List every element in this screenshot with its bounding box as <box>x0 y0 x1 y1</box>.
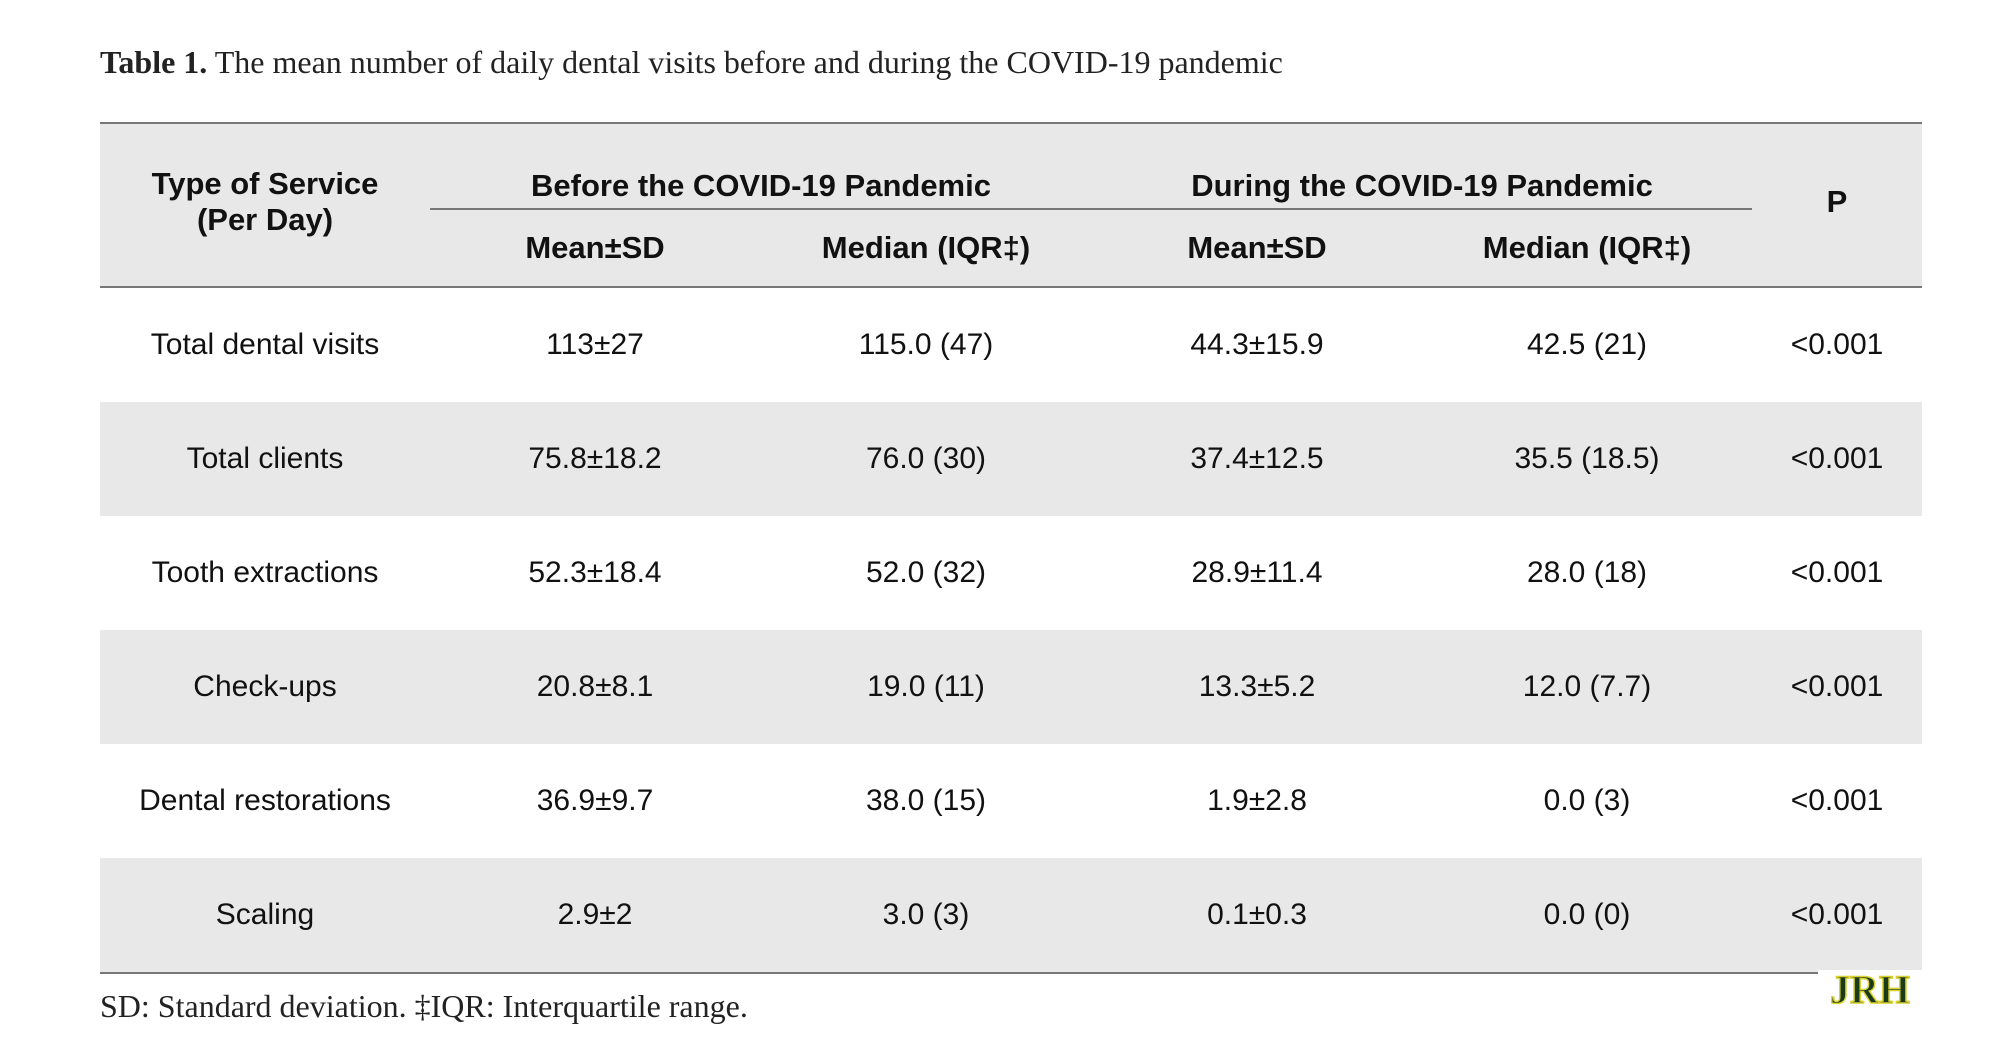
column-header-p: P <box>1752 123 1923 288</box>
table-header-row-groups: Type of Service (Per Day) Before the COV… <box>100 123 1923 288</box>
column-group-before-label: Before the COVID-19 Pandemic <box>531 168 991 203</box>
cell-median-before: 52.0 (32) <box>865 556 987 589</box>
cell-median-during: 35.5 (18.5) <box>1514 442 1660 475</box>
cell-mean-during: 1.9±2.8 <box>1207 784 1307 817</box>
table-body: Total dental visits 113±27 115.0 (47) 44… <box>100 287 1923 973</box>
cell-p-value: <0.001 <box>1790 442 1884 475</box>
table-footnote: SD: Standard deviation. ‡IQR: Interquart… <box>100 988 748 1024</box>
cell-p-value: <0.001 <box>1790 328 1884 361</box>
table-row: Total dental visits 113±27 115.0 (47) 44… <box>100 287 1922 402</box>
cell-mean-during: 37.4±12.5 <box>1190 442 1324 475</box>
table-row: Total clients 75.8±18.2 76.0 (30) 37.4±1… <box>100 402 1923 516</box>
cell-median-during: 0.0 (3) <box>1543 784 1631 817</box>
cell-mean-before: 52.3±18.4 <box>528 556 662 589</box>
cell-mean-before: 2.9±2 <box>557 898 633 931</box>
column-header-type-line2: (Per Day) <box>196 202 334 237</box>
cell-p-value: <0.001 <box>1790 898 1884 931</box>
cell-mean-before: 20.8±8.1 <box>536 670 654 703</box>
cell-p-value: <0.001 <box>1790 784 1884 817</box>
journal-logo: JRH <box>1818 970 1922 1010</box>
cell-median-before: 76.0 (30) <box>865 442 987 475</box>
journal-logo-text: JRH <box>1830 970 1910 1010</box>
column-group-during-rule <box>1092 208 1753 210</box>
data-table-container: Type of Service (Per Day) Before the COV… <box>100 122 1923 974</box>
cell-median-during: 0.0 (0) <box>1543 898 1631 931</box>
table-caption-text: The mean number of daily dental visits b… <box>207 44 1283 80</box>
column-group-during-label: During the COVID-19 Pandemic <box>1191 168 1653 203</box>
column-header-type-of-service: Type of Service (Per Day) <box>100 123 430 288</box>
journal-logo-background <box>1818 970 1922 1010</box>
column-header-mean-before: Mean±SD <box>525 230 665 265</box>
cell-median-during: 28.0 (18) <box>1526 556 1648 589</box>
column-header-type-line1: Type of Service <box>151 166 379 201</box>
cell-service: Total dental visits <box>150 328 380 361</box>
cell-mean-during: 13.3±5.2 <box>1198 670 1316 703</box>
cell-mean-during: 0.1±0.3 <box>1207 898 1307 931</box>
column-group-during: During the COVID-19 Pandemic <box>1092 123 1753 210</box>
cell-mean-before: 113±27 <box>546 328 644 361</box>
data-table: Type of Service (Per Day) Before the COV… <box>100 122 1923 974</box>
cell-mean-during: 44.3±15.9 <box>1190 328 1324 361</box>
table-caption: Table 1. The mean number of daily dental… <box>100 44 1283 81</box>
cell-service: Total clients <box>186 442 344 475</box>
table-row: Dental restorations 36.9±9.7 38.0 (15) 1… <box>100 744 1922 858</box>
cell-mean-during: 28.9±11.4 <box>1191 556 1323 589</box>
cell-median-before: 38.0 (15) <box>865 784 987 817</box>
cell-p-value: <0.001 <box>1790 670 1884 703</box>
table-row: Check-ups 20.8±8.1 19.0 (11) 13.3±5.2 12… <box>100 630 1923 744</box>
column-group-before: Before the COVID-19 Pandemic <box>430 123 1092 210</box>
cell-median-before: 115.0 (47) <box>858 328 994 361</box>
column-header-mean-during: Mean±SD <box>1187 230 1327 265</box>
cell-median-before: 19.0 (11) <box>867 670 985 703</box>
cell-mean-before: 75.8±18.2 <box>528 442 662 475</box>
cell-service: Dental restorations <box>139 784 391 817</box>
cell-mean-before: 36.9±9.7 <box>536 784 654 817</box>
cell-service: Tooth extractions <box>151 556 379 589</box>
table-row: Scaling 2.9±2 3.0 (3) 0.1±0.3 0.0 (0) <0… <box>100 858 1923 973</box>
column-header-median-before: Median (IQR‡) <box>821 230 1031 265</box>
cell-service: Scaling <box>215 898 315 931</box>
cell-median-during: 12.0 (7.7) <box>1522 670 1652 703</box>
column-group-before-rule <box>430 208 1092 210</box>
column-header-median-during: Median (IQR‡) <box>1482 230 1692 265</box>
cell-median-before: 3.0 (3) <box>882 898 970 931</box>
table-caption-label: Table 1. <box>100 44 208 80</box>
cell-p-value: <0.001 <box>1790 556 1884 589</box>
table-row: Tooth extractions 52.3±18.4 52.0 (32) 28… <box>100 516 1922 630</box>
cell-median-during: 42.5 (21) <box>1526 328 1648 361</box>
cell-service: Check-ups <box>193 670 337 703</box>
